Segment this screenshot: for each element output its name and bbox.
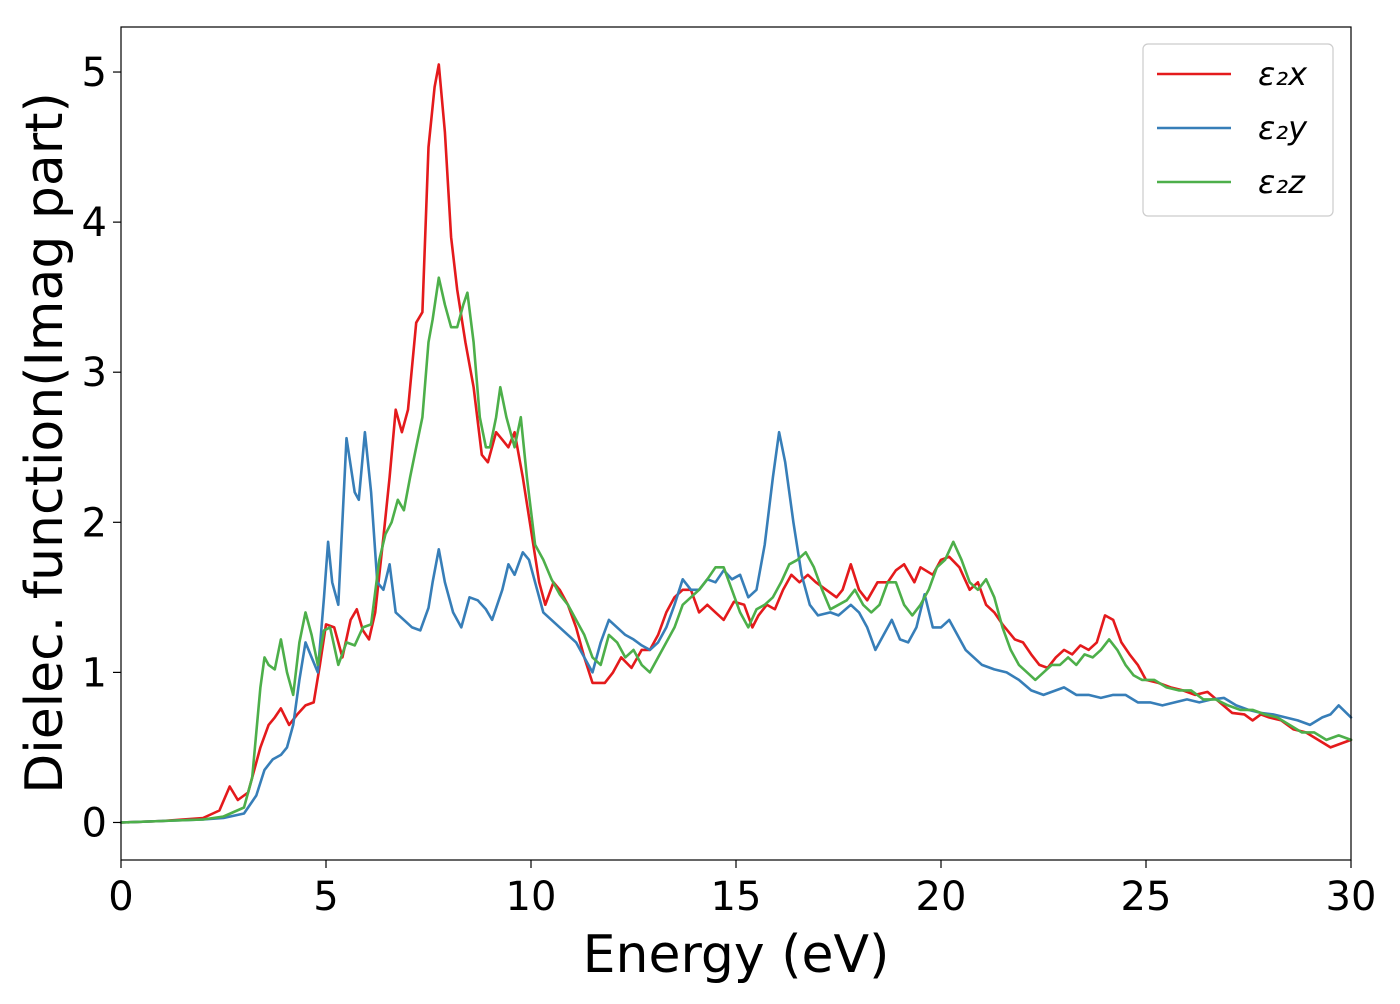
y-tick-label: 5 (82, 50, 107, 96)
x-tick-label: 20 (916, 874, 967, 920)
y-tick-label: 4 (82, 200, 107, 246)
legend: ε₂x ε₂y ε₂z (1142, 43, 1334, 217)
x-axis-label: Energy (eV) (583, 925, 890, 985)
series-line-0 (119, 63, 1353, 824)
series-layer (119, 63, 1353, 824)
series-line-2 (119, 276, 1353, 824)
y-tick-label: 0 (82, 800, 107, 846)
x-tick-label: 25 (1121, 874, 1172, 920)
x-tick-label: 30 (1326, 874, 1377, 920)
y-tick-label: 1 (82, 650, 107, 696)
legend-label-2: ε₂z (1258, 163, 1306, 201)
y-tick-label: 2 (82, 500, 107, 546)
x-tick-label: 15 (711, 874, 762, 920)
legend-label-0: ε₂x (1258, 55, 1308, 93)
legend-label-1: ε₂y (1258, 109, 1308, 147)
y-axis: 0 1 2 3 4 5 (82, 50, 121, 846)
series-line-1 (119, 430, 1353, 824)
y-tick-label: 3 (82, 350, 107, 396)
y-axis-label: Dielec. function(Imag part) (15, 92, 75, 794)
x-tick-label: 5 (313, 874, 338, 920)
x-tick-label: 10 (506, 874, 557, 920)
x-tick-label: 0 (108, 874, 133, 920)
x-axis: 0 5 10 15 20 25 30 (108, 860, 1376, 920)
legend-box (1142, 43, 1334, 217)
